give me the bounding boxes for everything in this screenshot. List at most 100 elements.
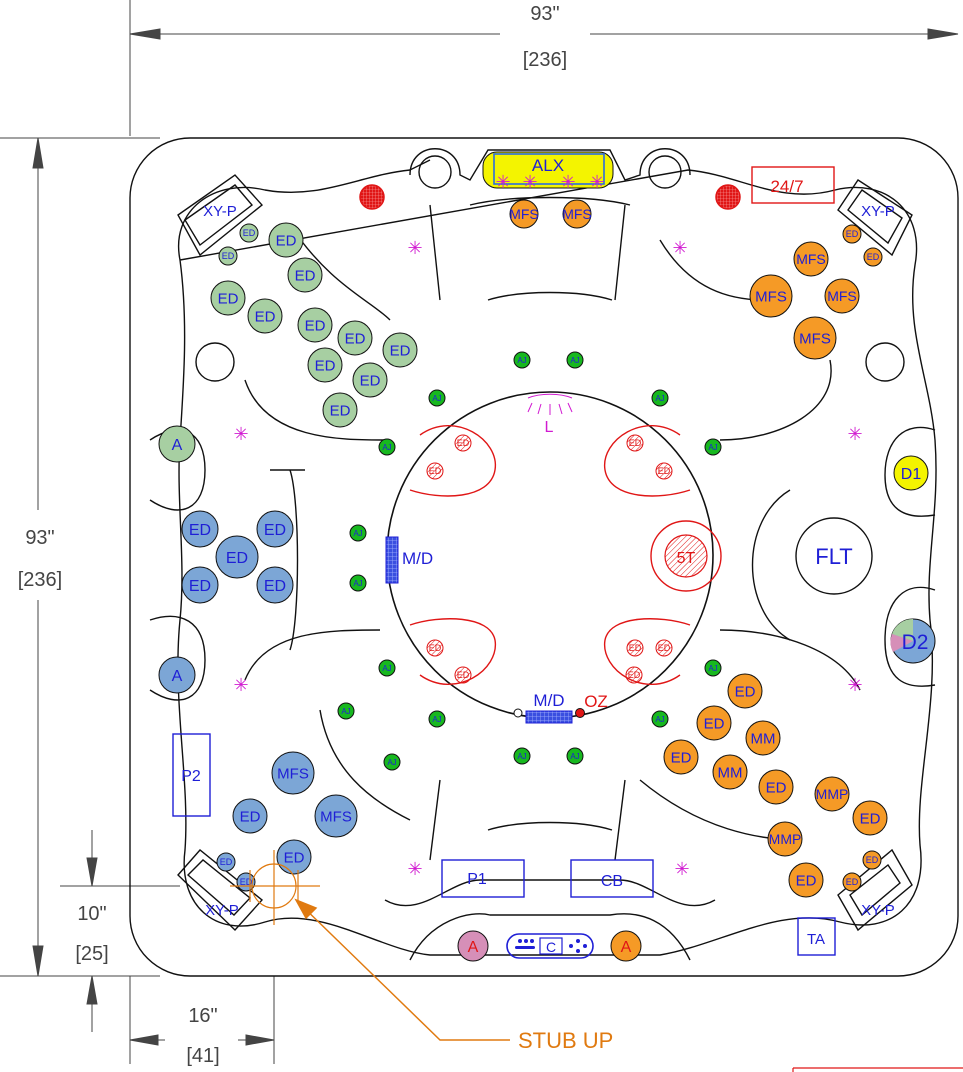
jet-ed: [216, 852, 236, 872]
jet-label-ed: ED: [658, 466, 671, 476]
alx-frame: [493, 153, 605, 185]
stub-up-crosshair: [230, 850, 320, 925]
jet-ed: [426, 639, 444, 657]
jet-label-ed: ED: [457, 670, 470, 680]
jet-label-ed: ED: [671, 749, 692, 766]
corner-x-dimension-inches: 16": [188, 1005, 217, 1027]
jet-aj: [428, 389, 446, 407]
jet-aj: [651, 710, 669, 728]
diverter-d2-label: D2: [902, 631, 929, 654]
accent-light-icon: ✳: [233, 675, 248, 696]
jet-label-ed: ED: [629, 438, 642, 448]
jet-label-aj: AJ: [570, 752, 579, 761]
light-fixture: [527, 393, 573, 415]
height-dimension-inches: 93": [25, 527, 54, 549]
air-a-front-red-label: A: [468, 939, 479, 956]
jet-label-aj: AJ: [570, 356, 579, 365]
jet-aj: [513, 351, 531, 369]
jet-label-ed: ED: [226, 550, 248, 567]
xyp-label-tr: XY-P: [861, 203, 895, 220]
flt-label: FLT: [815, 544, 852, 569]
jet-ed: [626, 639, 644, 657]
jet-label-ed: ED: [429, 643, 442, 653]
jet-mfs: [793, 316, 837, 360]
jet-label-ed: ED: [704, 715, 725, 732]
air-a-left-lower-label: A: [172, 668, 183, 685]
jet-mfs: [793, 241, 829, 277]
jet-label-aj: AJ: [517, 752, 526, 761]
time-247-box: [751, 166, 835, 204]
jet-ed: [239, 223, 259, 243]
control-panel-c-label: C: [546, 939, 556, 955]
xyp-label-tl: XY-P: [203, 203, 237, 220]
jet-label-ed: ED: [846, 229, 859, 239]
jet-label-mmp: MMP: [816, 786, 849, 802]
jet-ed: [454, 666, 472, 684]
jet-mfs: [314, 794, 358, 838]
pump-p1-label: P1: [467, 871, 487, 888]
jet-label-mfs: MFS: [796, 251, 826, 267]
air-a-left-upper: [158, 425, 196, 463]
accent-light-icon: ✳: [589, 172, 604, 193]
jet-ed: [322, 392, 358, 428]
jet-ed: [426, 462, 444, 480]
jet-aj: [378, 438, 396, 456]
footwell-circle: [386, 391, 714, 719]
jet-ed: [181, 510, 219, 548]
jet-ed: [863, 247, 883, 267]
air-a-left-upper-label: A: [172, 437, 183, 454]
pump-p1-box: [441, 859, 525, 898]
jet-label-ed: ED: [628, 670, 641, 680]
pump-p2-box: [172, 733, 211, 817]
jet-ed: [218, 246, 238, 266]
stub-up-leader: [294, 898, 510, 1041]
alx-label: ALX: [532, 156, 564, 175]
jet-label-ed: ED: [629, 643, 642, 653]
jet-ed: [862, 850, 882, 870]
jet-ed: [215, 535, 259, 579]
width-dimension-inches: 93": [530, 3, 559, 25]
jet-ed: [788, 862, 824, 898]
jet-ed: [337, 320, 373, 356]
width-dimension-cm: [236]: [523, 49, 567, 71]
jet-aj: [704, 659, 722, 677]
jet-label-mm: MM: [718, 764, 743, 781]
jet-aj: [704, 438, 722, 456]
alx-panel: [482, 151, 614, 189]
jet-aj: [383, 753, 401, 771]
jet-aj: [651, 389, 669, 407]
corner-y-dimension-inches: 10": [77, 903, 106, 925]
air-a-front-orange-label: A: [621, 939, 632, 956]
jet-mmp: [767, 821, 803, 857]
jet-label-aj: AJ: [708, 664, 717, 673]
md-bottom-bar: [525, 710, 573, 724]
jet-label-ed: ED: [846, 877, 859, 887]
accent-light-icon: ✳: [407, 238, 422, 259]
corner-x-dimension-cm: [41]: [186, 1045, 219, 1067]
jet-label-aj: AJ: [387, 758, 396, 767]
jet-ed: [287, 257, 323, 293]
jet-label-ed: ED: [240, 877, 253, 887]
spa-shell: [129, 137, 959, 977]
flt-ring: [795, 517, 873, 595]
jet-label-ed: ED: [255, 308, 276, 325]
jet-label-ed: ED: [860, 810, 881, 827]
jet-label-mfs: MFS: [277, 765, 309, 782]
jet-ed: [852, 800, 888, 836]
five-t-jet: [664, 534, 708, 578]
air-control-tl: [359, 184, 385, 210]
jet-ed: [352, 362, 388, 398]
control-box-cb-label: CB: [601, 873, 623, 890]
jet-label-mmp: MMP: [769, 831, 802, 847]
jet-ed: [307, 347, 343, 383]
jet-label-mfs: MFS: [799, 330, 831, 347]
stub-up-label: STUB UP: [518, 1028, 613, 1053]
pump-p2-label: P2: [181, 768, 201, 785]
ta-label: TA: [807, 931, 825, 948]
jet-aj: [513, 747, 531, 765]
jet-mfs: [562, 199, 592, 229]
jet-label-ed: ED: [867, 252, 880, 262]
jet-label-mfs: MFS: [827, 288, 857, 304]
control-panel-c: [506, 933, 594, 959]
